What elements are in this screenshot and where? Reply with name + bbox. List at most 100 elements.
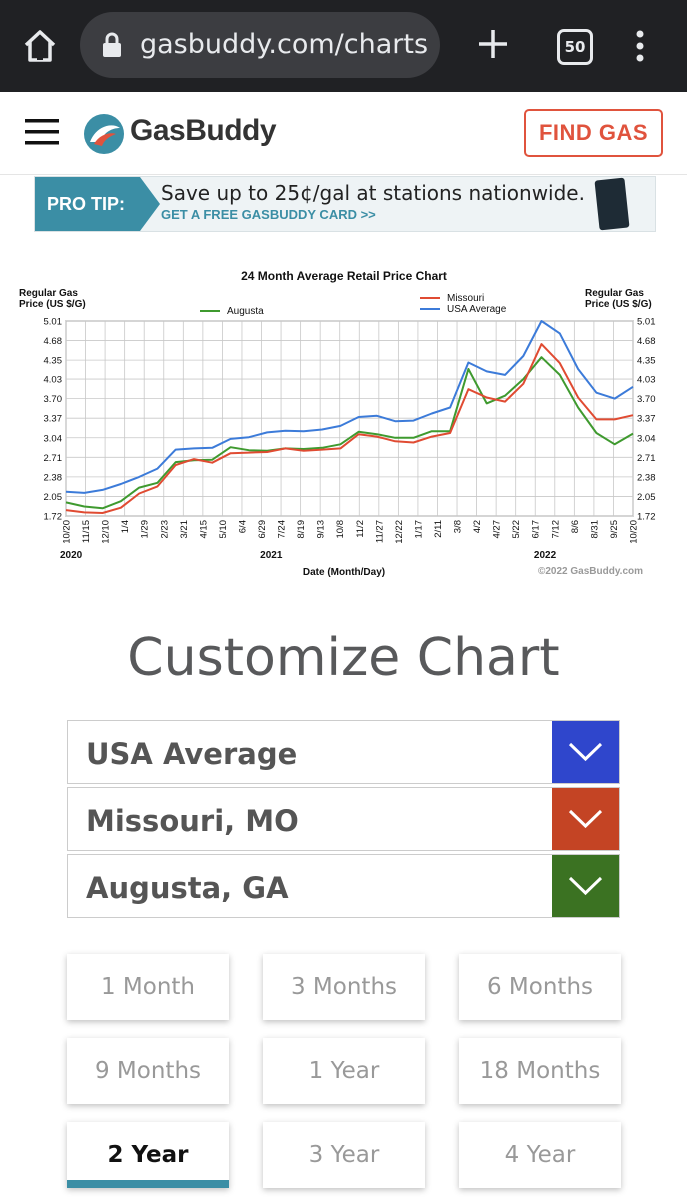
hamburger-menu-icon[interactable] <box>25 119 59 145</box>
x-tick-label: 11/2 <box>355 520 366 538</box>
range-button-18-months[interactable]: 18 Months <box>459 1038 621 1104</box>
x-tick-label: 9/25 <box>609 520 620 539</box>
x-tick-label: 7/24 <box>277 520 288 539</box>
y-tick-label-left: 3.37 <box>44 414 63 425</box>
site-header: GasBuddy FIND GAS <box>0 92 687 175</box>
range-button-3-months[interactable]: 3 Months <box>263 954 425 1020</box>
chart-title: 24 Month Average Retail Price Chart <box>241 269 447 283</box>
range-button-4-year[interactable]: 4 Year <box>459 1122 621 1188</box>
url-text: gasbuddy.com/charts <box>140 29 429 60</box>
x-tick-label: 3/8 <box>453 520 464 533</box>
legend-label: Missouri <box>447 293 484 304</box>
promo-link[interactable]: GET A FREE GASBUDDY CARD >> <box>161 207 376 222</box>
plus-icon[interactable] <box>475 26 511 62</box>
price-chart: 24 Month Average Retail Price Chart Regu… <box>17 262 670 580</box>
series-line-usa-average <box>65 320 634 494</box>
logo-text[interactable]: GasBuddy <box>130 114 277 147</box>
chart-ticks: 5.01 5.01 4.68 4.68 4.35 4.35 4.03 4.03 3.70 3.70… <box>44 317 656 562</box>
customize-title: Customize Chart <box>127 628 560 688</box>
active-underline <box>67 1180 229 1188</box>
browser-toolbar: gasbuddy.com/charts 50 <box>0 0 687 92</box>
y-label-right-2: Price (US $/G) <box>585 299 652 310</box>
y-tick-label-left: 2.71 <box>44 453 63 464</box>
find-gas-button[interactable]: FIND GAS <box>524 109 663 157</box>
y-tick-label-right: 3.37 <box>637 414 656 425</box>
y-tick-label-left: 3.04 <box>44 433 63 444</box>
price-chart-svg: 24 Month Average Retail Price Chart Regu… <box>19 269 656 578</box>
x-tick-label: 2/23 <box>159 520 170 539</box>
x-tick-label: 4/15 <box>198 520 209 539</box>
kebab-menu-icon[interactable] <box>630 28 650 64</box>
series-select-augusta[interactable]: Augusta, GA <box>67 854 620 918</box>
range-label: 2 Year <box>107 1142 189 1168</box>
promo-banner[interactable]: PRO TIP: Save up to 25¢/gal at stations … <box>34 176 656 232</box>
series-select-usa[interactable]: USA Average <box>67 720 620 784</box>
x-tick-label: 8/31 <box>589 520 600 539</box>
chart-lines <box>65 320 634 514</box>
x-tick-label: 4/27 <box>492 520 503 539</box>
x-tick-label: 4/2 <box>472 520 483 533</box>
chevron-down-icon <box>568 742 603 762</box>
y-tick-label-right: 4.68 <box>637 336 656 347</box>
x-tick-label: 5/10 <box>218 520 229 539</box>
address-bar[interactable]: gasbuddy.com/charts <box>80 12 440 78</box>
y-tick-label-left: 4.03 <box>44 375 63 386</box>
select-dropdown-button[interactable] <box>552 855 619 917</box>
y-tick-label-right: 3.04 <box>637 433 656 444</box>
x-tick-label: 10/20 <box>62 520 73 544</box>
select-label: USA Average <box>86 737 298 771</box>
x-tick-label: 6/4 <box>237 520 248 533</box>
select-label: Missouri, MO <box>86 804 299 838</box>
y-tick-label-left: 2.05 <box>44 492 63 503</box>
series-select-missouri[interactable]: Missouri, MO <box>67 787 620 851</box>
x-tick-label: 10/8 <box>335 520 346 539</box>
x-tick-label: 9/13 <box>316 520 327 539</box>
y-label-left-2: Price (US $/G) <box>19 299 86 310</box>
chevron-down-icon <box>568 809 603 829</box>
x-tick-label: 8/6 <box>570 520 581 533</box>
promo-tag-arrow <box>140 177 160 231</box>
y-label-right-1: Regular Gas <box>585 288 644 299</box>
y-tick-label-left: 2.38 <box>44 472 63 483</box>
range-button-3-year[interactable]: 3 Year <box>263 1122 425 1188</box>
x-tick-label: 6/29 <box>257 520 268 539</box>
x-tick-label: 12/10 <box>101 520 112 544</box>
y-tick-label-right: 4.03 <box>637 375 656 386</box>
x-tick-label: 6/17 <box>531 520 542 539</box>
y-tick-label-left: 4.68 <box>44 336 63 347</box>
x-tick-label: 3/21 <box>179 520 190 539</box>
series-line-missouri <box>65 343 634 514</box>
y-tick-label-right: 4.35 <box>637 356 656 367</box>
x-tick-label: 1/4 <box>120 520 131 533</box>
x-year-label: 2021 <box>260 550 283 561</box>
y-tick-label-right: 3.70 <box>637 394 656 405</box>
range-button-9-months[interactable]: 9 Months <box>67 1038 229 1104</box>
chevron-down-icon <box>568 876 603 896</box>
home-icon[interactable] <box>22 28 58 64</box>
range-button-2-year[interactable]: 2 Year <box>67 1122 229 1188</box>
gasbuddy-card-image <box>594 177 630 231</box>
chart-credit: ©2022 GasBuddy.com <box>538 566 643 577</box>
x-tick-label: 1/17 <box>413 520 424 539</box>
y-tick-label-right: 2.38 <box>637 472 656 483</box>
promo-headline: Save up to 25¢/gal at stations nationwid… <box>161 181 585 205</box>
y-tick-label-right: 1.72 <box>637 512 656 523</box>
range-button-1-month[interactable]: 1 Month <box>67 954 229 1020</box>
x-tick-label: 1/29 <box>140 520 151 539</box>
select-dropdown-button[interactable] <box>552 788 619 850</box>
range-button-1-year[interactable]: 1 Year <box>263 1038 425 1104</box>
x-tick-label: 11/15 <box>81 520 92 543</box>
x-tick-label: 5/22 <box>511 520 522 539</box>
select-dropdown-button[interactable] <box>552 721 619 783</box>
tabs-icon[interactable]: 50 <box>557 29 593 65</box>
y-tick-label-left: 5.01 <box>44 317 63 328</box>
x-tick-label: 10/20 <box>629 520 640 544</box>
x-tick-label: 2/11 <box>433 520 444 538</box>
x-axis-label: Date (Month/Day) <box>303 567 385 578</box>
series-line-augusta <box>65 356 634 510</box>
range-button-6-months[interactable]: 6 Months <box>459 954 621 1020</box>
gasbuddy-logo-icon[interactable] <box>82 112 126 156</box>
y-label-left-1: Regular Gas <box>19 288 78 299</box>
lock-icon <box>103 32 121 57</box>
